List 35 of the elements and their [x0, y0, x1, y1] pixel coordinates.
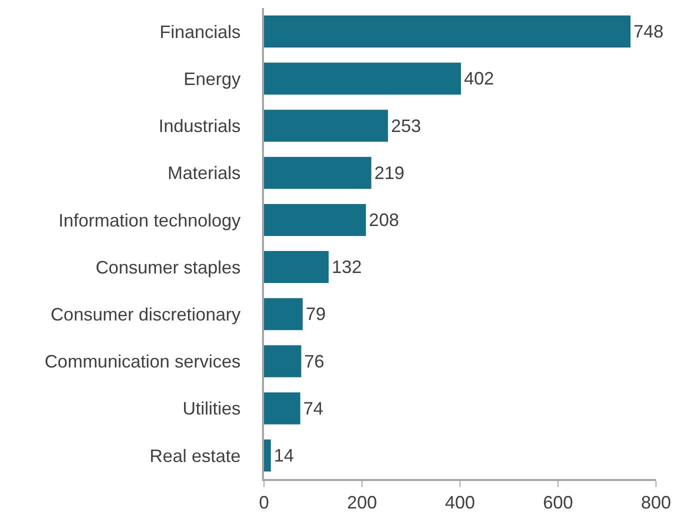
bar	[264, 110, 388, 142]
bar	[264, 392, 300, 424]
x-tick-label: 600	[542, 492, 574, 512]
bar	[264, 156, 372, 189]
data-label: 208	[368, 210, 399, 230]
y-tick-label: Information technology	[58, 210, 241, 230]
data-label: 14	[274, 445, 294, 466]
data-label: 132	[332, 257, 362, 278]
bar	[264, 16, 631, 48]
y-tick-label: Industrials	[158, 116, 241, 136]
y-tick-label: Energy	[184, 68, 241, 89]
data-label: 402	[464, 68, 494, 89]
data-label: 76	[304, 351, 324, 372]
y-tick-label: Consumer discretionary	[50, 304, 241, 324]
data-label: 748	[634, 22, 664, 42]
data-label: 74	[303, 398, 324, 418]
x-tick-label: 800	[640, 492, 672, 512]
y-tick-label: Consumer staples	[96, 257, 241, 278]
x-tick-label: 200	[346, 492, 378, 512]
bar	[264, 62, 461, 95]
y-tick-label: Real estate	[150, 446, 241, 466]
y-tick-label: Communication services	[44, 352, 241, 372]
y-tick-label: Financials	[160, 22, 241, 42]
bar	[264, 298, 303, 330]
bar	[264, 204, 366, 236]
data-label: 79	[306, 304, 326, 324]
bar	[264, 345, 302, 378]
data-label: 219	[374, 162, 404, 183]
x-tick-label: 400	[444, 492, 476, 512]
bar	[264, 251, 329, 284]
x-tick-label: 0	[258, 492, 270, 512]
bar	[264, 439, 271, 472]
y-tick-label: Materials	[168, 163, 241, 184]
y-tick-label: Utilities	[182, 398, 241, 419]
data-label: 253	[390, 116, 422, 136]
